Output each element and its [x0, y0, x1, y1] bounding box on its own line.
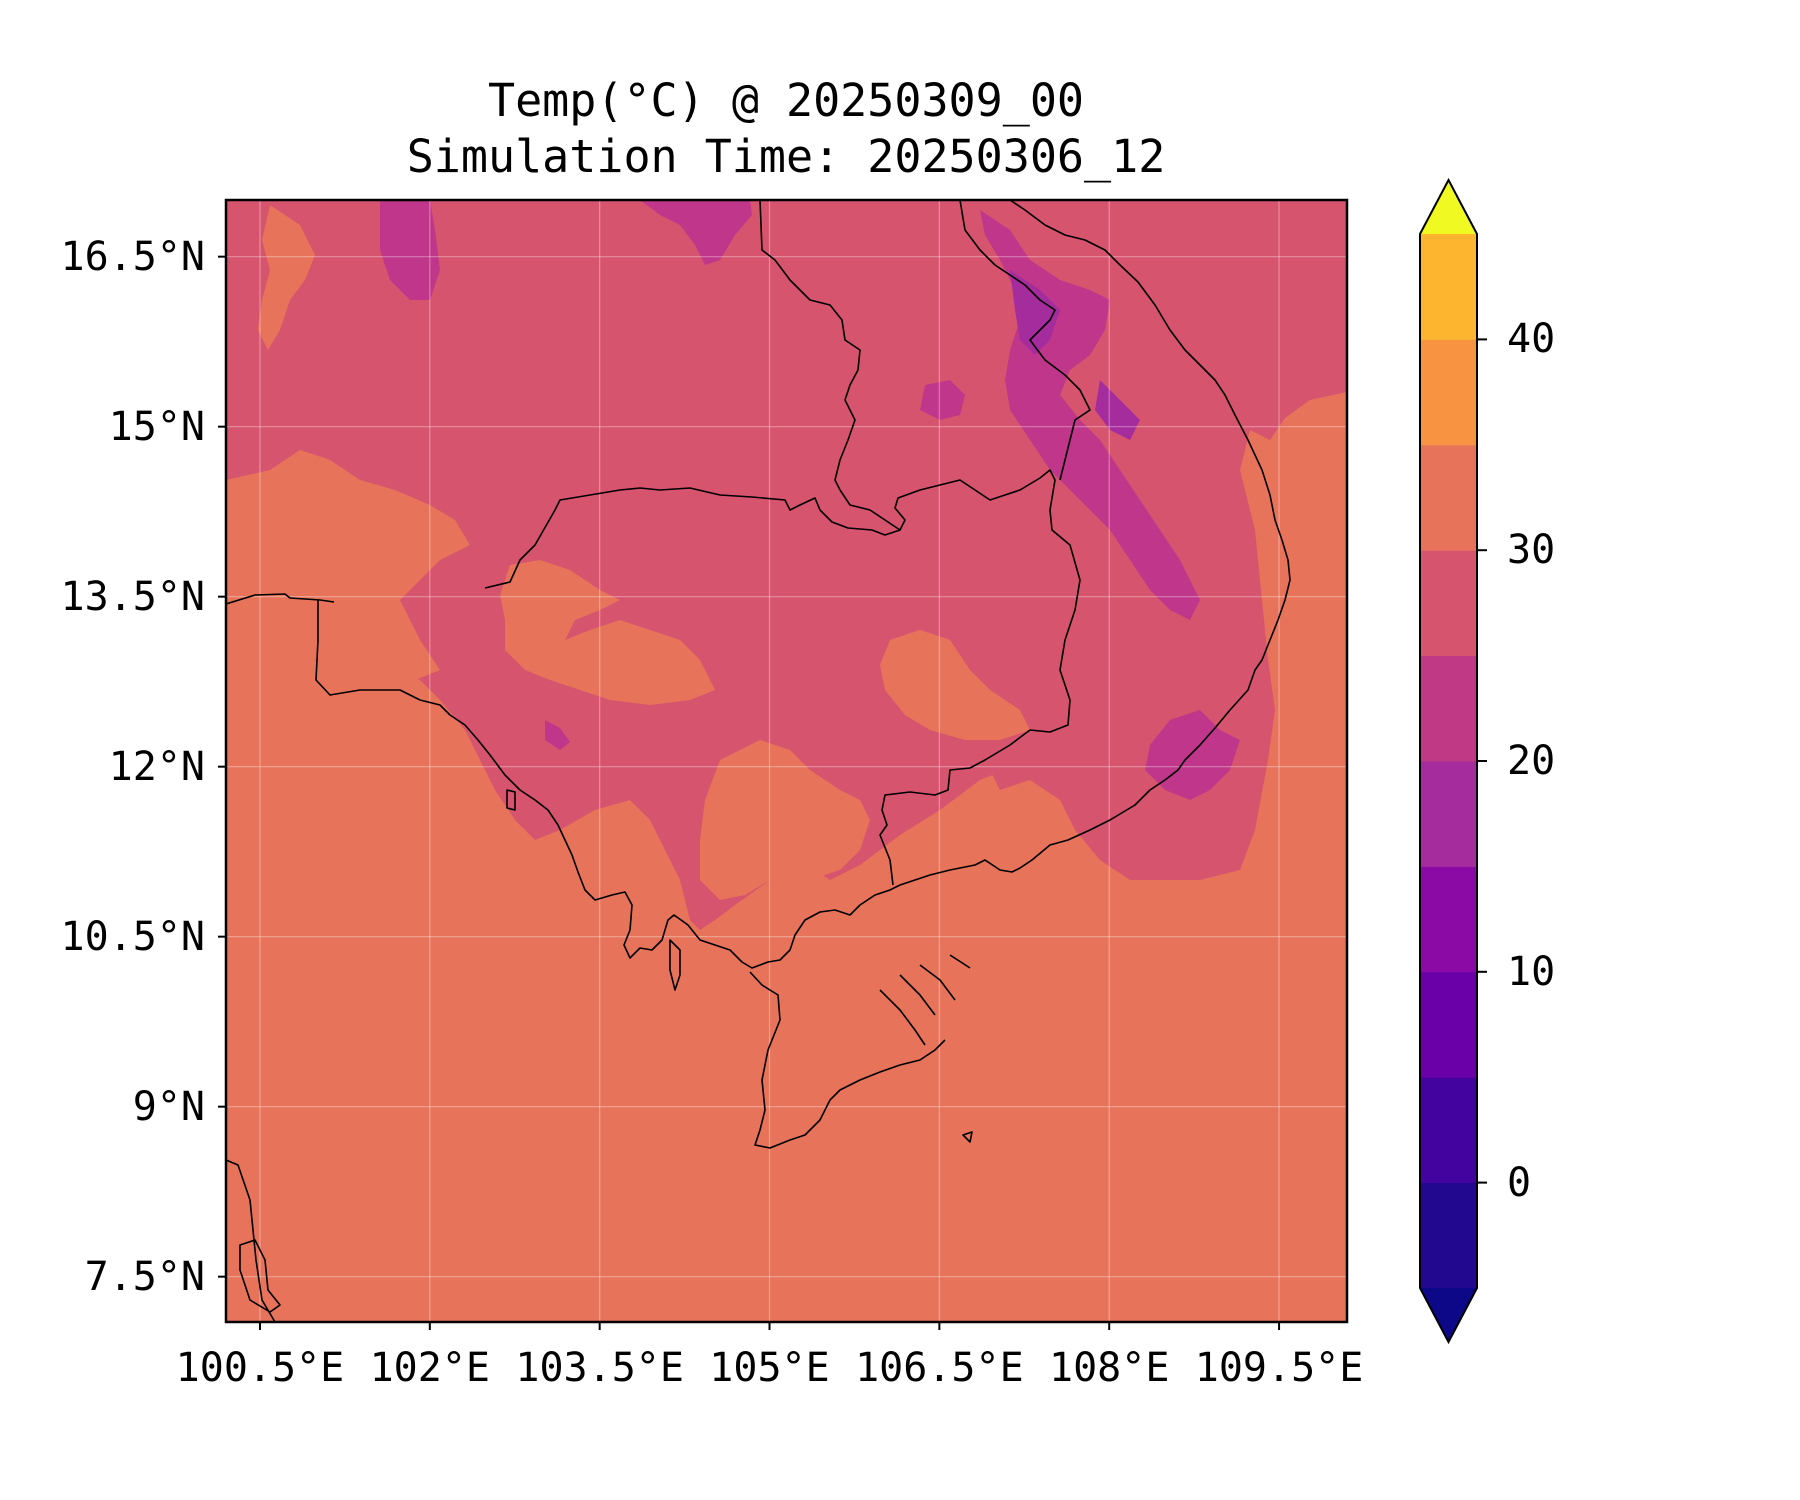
lat-tick-label: 13.5°N	[60, 573, 206, 620]
coastline-ca-mau	[749, 971, 946, 1149]
island	[669, 939, 681, 991]
border-laos-cambodia	[839, 489, 901, 531]
field-band-25-30-patch	[500, 560, 715, 705]
colorbar-tick-label: 0	[1507, 1159, 1532, 1206]
border-laos-thailand	[759, 200, 861, 491]
colorbar-segment	[1420, 761, 1477, 867]
lat-tick-label: 15°N	[108, 403, 205, 450]
colorbar-extend-under	[1420, 1288, 1477, 1342]
gridlines	[226, 200, 1347, 1322]
field-band-25-30-patch	[226, 450, 470, 700]
coastline	[226, 1159, 276, 1322]
colorbar-segment	[1420, 444, 1477, 551]
colorbar-segment	[1420, 971, 1477, 1078]
field-band-15-20-highlands	[640, 200, 752, 265]
colorbar-segment	[1420, 1182, 1477, 1289]
lat-tick-label: 10.5°N	[60, 913, 206, 960]
field-band-25-30-patch	[880, 630, 1030, 740]
border-thailand-cambodia	[226, 593, 335, 605]
axis-ticks	[218, 255, 1281, 1330]
lat-tick-label: 12°N	[108, 743, 205, 790]
lon-tick-label: 102°E	[369, 1345, 491, 1391]
colorbar	[1419, 177, 1487, 1345]
lon-tick-label: 108°E	[1048, 1345, 1170, 1391]
lat-tick-label: 9°N	[132, 1083, 205, 1130]
colorbar-extend-over	[1420, 180, 1477, 234]
colorbar-tick-label: 40	[1507, 316, 1556, 363]
colorbar-segment	[1420, 655, 1477, 762]
colorbar-tick-label: 10	[1507, 948, 1556, 995]
lon-tick-label: 103.5°E	[515, 1345, 684, 1391]
field-band-15-20-highlands	[545, 720, 570, 750]
island	[962, 1131, 973, 1143]
mekong-delta-islands	[879, 954, 971, 1046]
temperature-field	[226, 200, 1347, 1322]
border-cambodia	[484, 469, 1081, 886]
coastline	[239, 1239, 281, 1313]
field-band-25-30-patch	[700, 740, 870, 900]
field-band-15-20-highlands	[380, 200, 440, 300]
plot-frame	[224, 198, 1349, 1324]
island	[506, 789, 516, 811]
lon-tick-label: 105°E	[709, 1345, 830, 1391]
map-title-line1: Temp(°C) @ 20250309_00	[487, 74, 1085, 127]
colorbar-outline	[1419, 177, 1478, 1345]
lon-tick-label: 100.5°E	[175, 1345, 345, 1391]
lon-tick-label: 109.5°E	[1194, 1345, 1364, 1391]
lat-tick-label: 16.5°N	[60, 233, 206, 280]
colorbar-segment	[1420, 339, 1477, 446]
colorbar-tick-label: 30	[1507, 527, 1556, 574]
colorbar-segment	[1420, 234, 1477, 340]
colorbar-segment	[1420, 1077, 1477, 1184]
field-band-10-15-pocket	[1095, 380, 1140, 440]
border-laos-vietnam	[959, 200, 1091, 481]
map-title-line2: Simulation Time: 20250306_12	[406, 130, 1166, 183]
coastline	[315, 200, 1291, 969]
colorbar-tick-label: 20	[1507, 738, 1556, 784]
lon-tick-label: 106.5°E	[855, 1345, 1024, 1391]
lat-tick-label: 7.5°N	[84, 1253, 205, 1300]
field-band-10-15-pocket	[1010, 270, 1060, 355]
coastlines-and-borders	[226, 200, 1291, 1322]
field-band-25-30-patch	[258, 205, 315, 350]
colorbar-segment	[1420, 866, 1477, 973]
field-band-20-25-north	[226, 200, 1347, 930]
colorbar-segment	[1420, 550, 1477, 657]
field-band-15-20-highlands	[920, 380, 965, 420]
